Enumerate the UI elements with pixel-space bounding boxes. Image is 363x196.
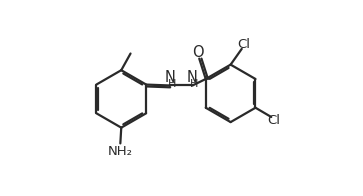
Text: N: N [165, 70, 176, 85]
Text: Cl: Cl [268, 114, 281, 127]
Text: NH₂: NH₂ [108, 145, 133, 158]
Text: Cl: Cl [237, 38, 250, 51]
Text: O: O [192, 45, 204, 60]
Text: H: H [190, 79, 198, 89]
Text: N: N [187, 70, 198, 85]
Text: H: H [168, 79, 176, 89]
